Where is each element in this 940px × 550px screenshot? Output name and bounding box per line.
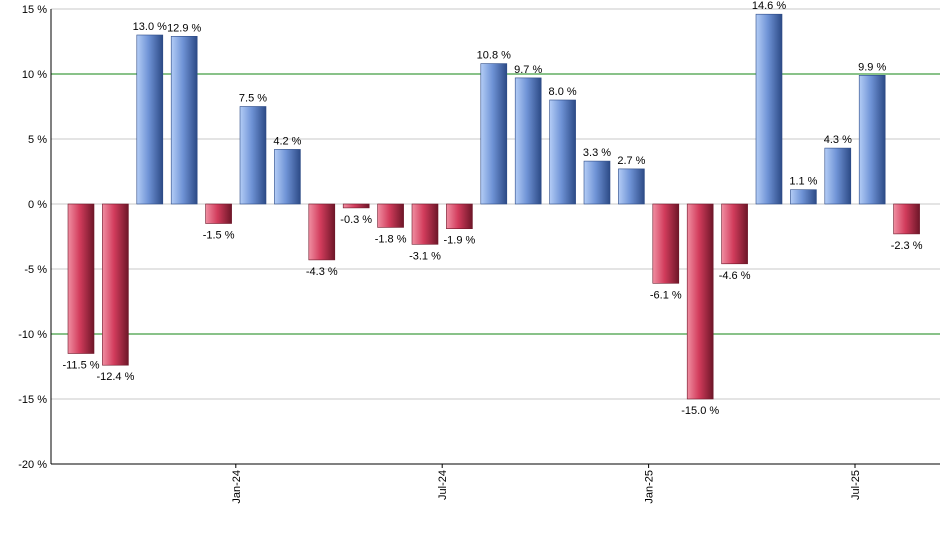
y-tick-label: -10 % — [18, 329, 47, 341]
data-label: -3.1 % — [409, 250, 441, 262]
x-tick-label: Jan-24 — [231, 470, 243, 504]
data-label: -11.5 % — [62, 360, 99, 372]
data-label: 13.0 % — [133, 21, 167, 33]
bar — [205, 203, 232, 224]
bar — [480, 63, 508, 205]
data-label: 1.1 % — [789, 176, 817, 188]
x-tick-label: Jan-25 — [644, 470, 656, 504]
x-tick-label: Jul-24 — [437, 470, 449, 500]
bar — [67, 203, 95, 354]
bar — [893, 203, 920, 235]
data-label: -12.4 % — [96, 371, 134, 383]
data-labels: -11.5 %-12.4 % 13.0 % 12.9 % -1.5 % 7.5 % 4.2… — [62, 0, 922, 417]
data-label: -4.3 % — [306, 266, 338, 278]
y-tick-label: -15 % — [18, 394, 47, 406]
bar — [549, 99, 576, 205]
bar — [102, 203, 129, 366]
data-label: 8.0 % — [549, 86, 577, 98]
bar — [239, 106, 267, 205]
data-label: 12.9 % — [167, 22, 201, 34]
y-tick-label: 15 % — [22, 4, 47, 16]
data-label: 14.6 % — [752, 0, 786, 12]
bar — [721, 203, 748, 265]
y-tick-label: -5 % — [24, 264, 47, 276]
data-label: -15.0 % — [681, 405, 719, 417]
bar — [274, 149, 301, 205]
data-label: 10.8 % — [477, 50, 511, 62]
y-tick-label: 10 % — [22, 69, 47, 81]
axes: 15 % 10 % 5 % 0 % -5 % -10 % -15 % -20 % Jan-24 J… — [18, 4, 940, 504]
bar — [583, 160, 611, 205]
data-label: 3.3 % — [583, 147, 611, 159]
data-label: -1.9 % — [444, 235, 476, 247]
y-tick-label: 5 % — [28, 134, 47, 146]
y-tick-label: -20 % — [18, 459, 47, 471]
data-label: 4.3 % — [824, 134, 852, 146]
data-label: 9.9 % — [858, 61, 886, 73]
bar — [411, 203, 439, 245]
data-label: -1.8 % — [375, 233, 407, 245]
x-tick-label: Jul-25 — [850, 470, 862, 500]
bar — [514, 77, 542, 205]
bar — [342, 203, 370, 209]
bar — [824, 147, 852, 205]
bar — [790, 189, 817, 205]
data-label: -6.1 % — [650, 289, 682, 301]
bar — [652, 203, 680, 284]
bar — [446, 203, 473, 230]
bar — [308, 203, 336, 261]
data-label: -1.5 % — [203, 230, 235, 242]
bar — [858, 75, 886, 205]
bar — [686, 203, 714, 400]
data-label: -2.3 % — [891, 240, 923, 252]
bar — [170, 35, 198, 205]
data-label: 2.7 % — [617, 155, 645, 167]
bar — [377, 203, 404, 228]
bar — [755, 13, 783, 205]
data-label: 9.7 % — [514, 64, 542, 76]
y-tick-label: 0 % — [28, 199, 47, 211]
data-label: 4.2 % — [273, 135, 301, 147]
data-label: -0.3 % — [340, 214, 372, 226]
bar — [618, 168, 645, 205]
data-label: -4.6 % — [719, 270, 751, 282]
data-label: 7.5 % — [239, 93, 267, 105]
bars — [67, 13, 920, 400]
bar — [136, 34, 164, 205]
